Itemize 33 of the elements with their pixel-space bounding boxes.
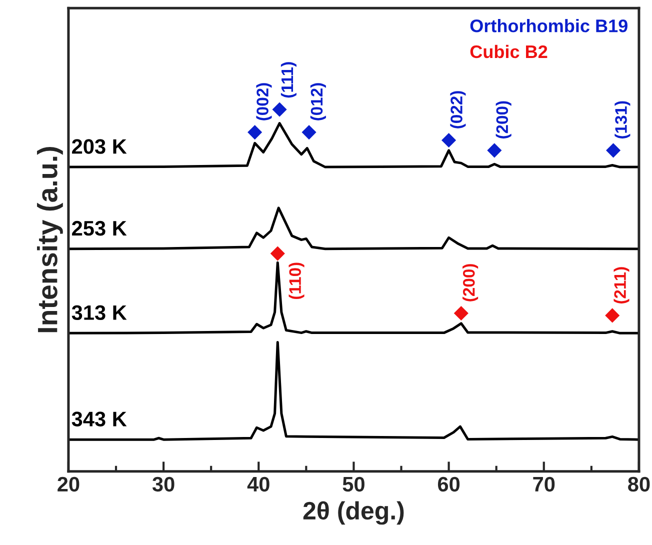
x-tick-label: 40: [247, 476, 270, 492]
x-tick-label: 70: [533, 476, 555, 492]
x-tick-label: 80: [628, 476, 650, 492]
x-tick-label: 20: [58, 476, 80, 492]
x-axis-title: 2θ (deg.): [303, 501, 404, 525]
y-axis-title: Intensity (a.u.): [37, 147, 63, 332]
series-label: 343 K: [72, 412, 127, 426]
annotation: (200): [462, 264, 478, 302]
annotation: (111): [280, 62, 296, 98]
annotation: (131): [614, 101, 630, 138]
annotation: (022): [450, 91, 466, 128]
point: [487, 143, 502, 158]
annotation: (002): [256, 83, 272, 120]
annotation: (200): [496, 101, 512, 138]
point: [248, 125, 262, 140]
point: [270, 246, 285, 261]
series-label: 313 K: [72, 305, 127, 320]
annotation: (211): [614, 267, 630, 304]
x-tick-label: 60: [438, 476, 460, 492]
point: [442, 132, 456, 148]
text: Orthorhombic B19: [470, 19, 628, 32]
x-tick-label: 30: [152, 476, 174, 492]
text: Cubic B2: [470, 44, 548, 58]
series-label: 203 K: [72, 139, 127, 154]
point: [454, 306, 468, 321]
point: [302, 125, 316, 140]
x-tick-label: 50: [342, 476, 364, 492]
series-label: 253 K: [72, 220, 127, 236]
point: [272, 102, 287, 117]
annotation: (110): [288, 262, 304, 300]
point: [605, 308, 620, 323]
point: [606, 143, 621, 158]
annotation: (012): [310, 83, 326, 120]
